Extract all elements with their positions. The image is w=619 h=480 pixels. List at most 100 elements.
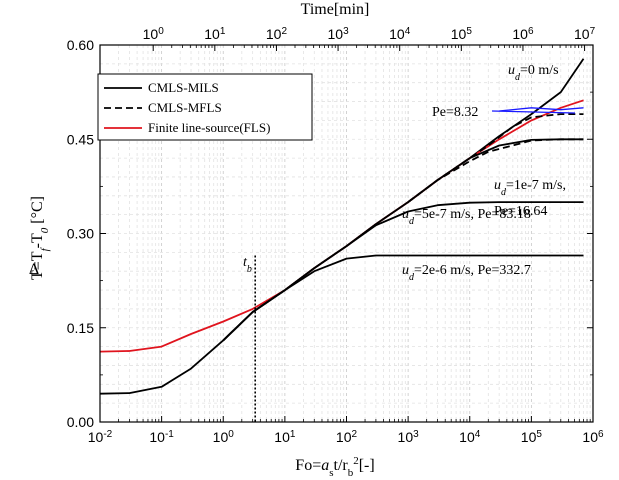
annotation-ud-1e7-rest: =1e-7 m/s,: [506, 178, 566, 193]
tb-label-sub: b: [247, 264, 252, 275]
x-tick-base: 10: [459, 429, 475, 445]
top-tick-base: 10: [574, 26, 590, 42]
x-tick-base: 10: [149, 429, 165, 445]
y-tick-label: 0.30: [67, 226, 94, 242]
x-tick-exp: 0: [228, 429, 234, 440]
x-tick-exp: 6: [598, 429, 604, 440]
legend-label-cmls-mils: CMLS-MILS: [148, 80, 219, 95]
top-tick-base: 10: [328, 26, 344, 42]
top-tick-base: 10: [389, 26, 405, 42]
annotation-ud-5e7-rest: =5e-7 m/s, Pe=83.18: [414, 207, 531, 222]
top-tick-exp: 4: [405, 26, 411, 37]
x-axis-title-mid: t/r: [334, 457, 349, 474]
series-line-5: [222, 254, 584, 341]
y-axis-title-sub-f: f: [39, 246, 51, 251]
top-tick-exp: 0: [158, 26, 164, 37]
y-tick-label: 0.15: [67, 320, 94, 336]
y-axis-title-t: T=T: [29, 251, 46, 280]
annotation-pe-8-32-leader: [491, 110, 576, 114]
x-tick-exp: 2: [352, 429, 358, 440]
x-tick-base: 10: [88, 429, 104, 445]
y-tick-label: 0.60: [67, 37, 94, 53]
annotation-ud-0-sub: d: [515, 72, 521, 83]
annotation-ud-5e7-u: u: [402, 207, 409, 222]
y-tick-label: 0.45: [67, 131, 94, 147]
tb-label: tb: [243, 255, 252, 275]
top-tick-label: 104: [389, 26, 411, 43]
annotation-ud-5e7-sub: d: [409, 216, 415, 227]
y-axis-title-sub-0: 0: [39, 227, 51, 233]
top-tick-label: 100: [143, 26, 165, 43]
top-tick-base: 10: [512, 26, 528, 42]
annotation-ud-2e6: ud=2e-6 m/s, Pe=332.7: [402, 263, 531, 283]
x-tick-exp: 1: [290, 429, 296, 440]
x-tick-label: 10-1: [149, 429, 174, 446]
top-tick-base: 10: [451, 26, 467, 42]
annotation-ud-1e7-u: u: [494, 178, 501, 193]
legend-box: [97, 73, 313, 141]
x-tick-exp: 4: [475, 429, 481, 440]
x-tick-exp: 5: [536, 429, 542, 440]
x-tick-exp: -2: [103, 429, 112, 440]
top-axis-title: Time[min]: [301, 1, 370, 18]
annotation-ud-0-u: u: [508, 63, 515, 78]
top-tick-label: 107: [574, 26, 596, 43]
top-tick-exp: 7: [590, 26, 596, 37]
series-group: [99, 58, 585, 395]
top-tick-base: 10: [143, 26, 159, 42]
annotation-ud-0: ud=0 m/s: [508, 63, 559, 83]
annotation-ud-1e7-sub: d: [501, 187, 507, 198]
annotation-pe-16-64: Pe=16.64: [494, 204, 547, 219]
annotation-ud-2e6-u: u: [402, 263, 409, 278]
annotation-ud-5e7: ud=5e-7 m/s, Pe=83.18: [402, 207, 531, 227]
y-axis-delta: Δ: [29, 261, 39, 278]
x-tick-label: 102: [336, 429, 358, 446]
x-tick-exp: -1: [165, 429, 174, 440]
top-tick-exp: 3: [343, 26, 349, 37]
top-tick-exp: 2: [281, 26, 287, 37]
top-tick-exp: 6: [528, 26, 534, 37]
x-tick-label: 106: [582, 429, 604, 446]
top-tick-label: 106: [512, 26, 534, 43]
y-tick-label: 0.00: [67, 414, 94, 430]
top-tick-base: 10: [266, 26, 282, 42]
x-tick-base: 10: [521, 429, 537, 445]
top-tick-label: 105: [451, 26, 473, 43]
x-tick-base: 10: [274, 429, 290, 445]
top-tick-label: 103: [328, 26, 350, 43]
top-tick-exp: 1: [220, 26, 226, 37]
x-tick-label: 103: [398, 429, 420, 446]
x-axis-title-unit: [-]: [359, 457, 375, 474]
x-tick-base: 10: [336, 429, 352, 445]
legend-label-fls: Finite line-source(FLS): [148, 120, 270, 135]
tb-label-t: t: [243, 255, 248, 270]
x-axis-title: Fo=ast/rb2[-]: [295, 455, 374, 479]
x-tick-base: 10: [398, 429, 414, 445]
legend: CMLS-MILS CMLS-MFLS Finite line-source(F…: [97, 73, 313, 141]
x-tick-label: 105: [521, 429, 543, 446]
x-tick-label: 104: [459, 429, 481, 446]
x-axis-title-prefix: Fo=: [295, 457, 321, 474]
y-axis-title-dash: -T: [29, 233, 46, 248]
x-tick-label: 10-2: [88, 429, 113, 446]
annotation-ud-2e6-sub: d: [409, 272, 415, 283]
annotation-ud-1e7: ud=1e-7 m/s,: [494, 178, 566, 198]
x-axis-title-sup-2: 2: [353, 455, 359, 467]
legend-label-cmls-mfls: CMLS-MFLS: [148, 100, 222, 115]
x-tick-label: 100: [213, 429, 235, 446]
series-line-6: [407, 113, 584, 203]
annotation-pe-8-32: Pe=8.32: [432, 105, 478, 120]
x-axis-title-sub-s: s: [329, 467, 333, 479]
annotation-ud-2e6-rest: =2e-6 m/s, Pe=332.7: [414, 263, 531, 278]
x-tick-base: 10: [213, 429, 229, 445]
y-axis-title: T=Tf-T0 [°C]: [29, 196, 51, 280]
top-tick-exp: 5: [466, 26, 472, 37]
x-axis-title-sub-b: b: [348, 467, 354, 479]
x-axis-title-a: a: [321, 457, 329, 474]
x-tick-exp: 3: [413, 429, 419, 440]
x-tick-label: 101: [274, 429, 296, 446]
top-tick-label: 101: [204, 26, 226, 43]
annotation-ud-0-rest: =0 m/s: [520, 63, 559, 78]
